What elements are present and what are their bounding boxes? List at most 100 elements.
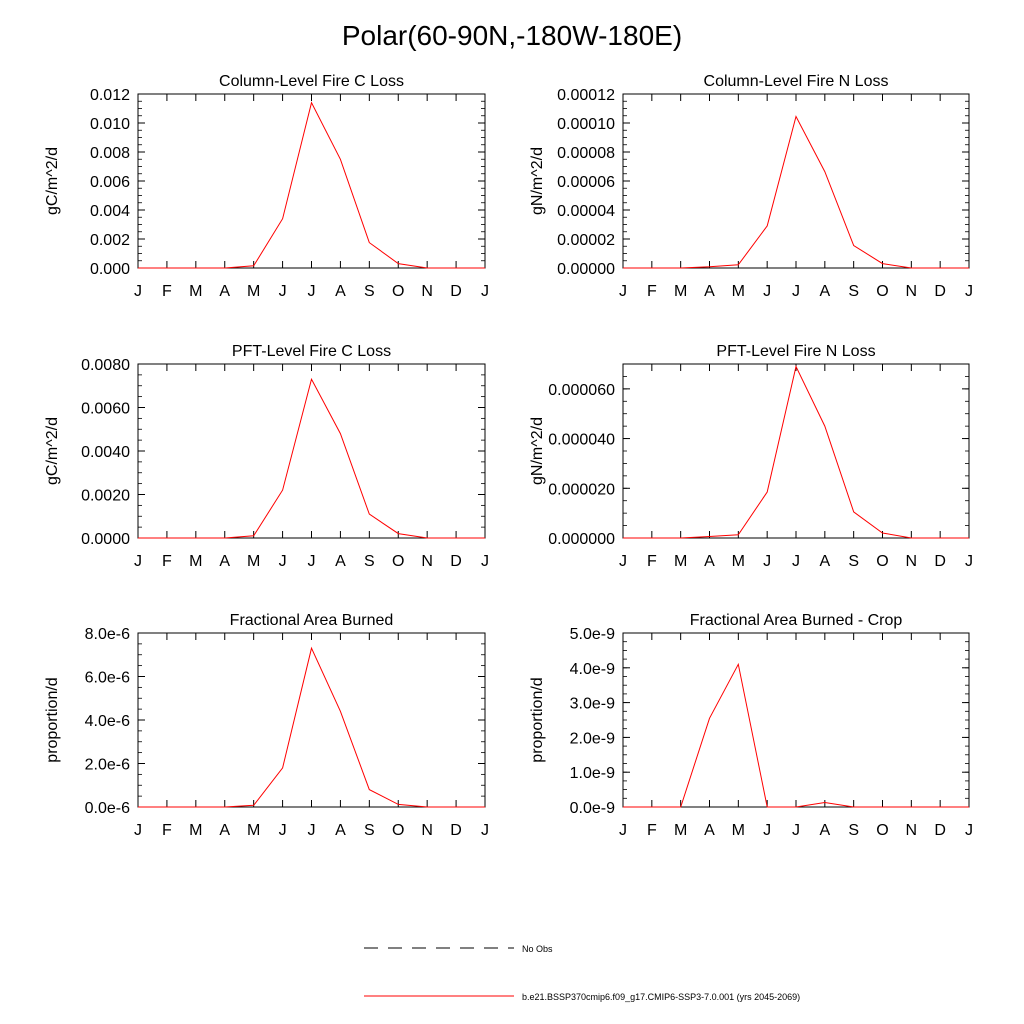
chart-panel-3: PFT-Level Fire C Loss gC/m^2/d 0.0000 0.002… — [44, 343, 489, 570]
x-tick-label: M — [189, 283, 202, 300]
y-tick-label: 0.0e-6 — [85, 800, 130, 817]
x-tick-label: M — [247, 283, 260, 300]
y-tick-label: 4.0e-6 — [85, 713, 130, 730]
y-tick-label: 0.00010 — [557, 116, 615, 133]
chart-panel-6: Fractional Area Burned - Crop proportion/… — [529, 612, 973, 839]
x-tick-label: M — [247, 822, 260, 839]
y-tick-label: 0.0020 — [81, 488, 130, 505]
y-tick-label: 1.0e-9 — [570, 765, 615, 782]
x-tick-label: J — [965, 283, 973, 300]
x-tick-label: N — [906, 283, 918, 300]
series-line-1 — [623, 115, 969, 269]
y-axis-label: gC/m^2/d — [44, 417, 61, 485]
plot-frame — [622, 93, 970, 269]
x-tick-label: O — [392, 553, 404, 570]
x-tick-label: J — [279, 283, 287, 300]
y-axis-label: gC/m^2/d — [44, 147, 61, 215]
x-tick-label: A — [704, 822, 715, 839]
series-line-1 — [138, 377, 485, 539]
x-tick-label: F — [162, 553, 172, 570]
x-tick-label: J — [619, 822, 627, 839]
y-tick-label: 4.0e-9 — [570, 661, 615, 678]
x-tick-label: J — [134, 553, 142, 570]
x-tick-label: A — [704, 283, 715, 300]
x-tick-label: J — [763, 283, 771, 300]
chart-panel-2: Column-Level Fire N Loss gN/m^2/d 0.00000 0… — [529, 73, 973, 300]
y-axis-label: proportion/d — [529, 677, 546, 762]
x-tick-label: J — [763, 553, 771, 570]
chart-title: PFT-Level Fire C Loss — [232, 343, 391, 360]
x-tick-label: J — [279, 822, 287, 839]
y-axis-label: gN/m^2/d — [529, 417, 546, 485]
x-tick-label: J — [792, 283, 800, 300]
y-tick-label: 0.0e-9 — [570, 800, 615, 817]
x-tick-label: A — [219, 283, 230, 300]
y-tick-label: 0.000000 — [548, 531, 615, 548]
y-tick-label: 0.002 — [90, 232, 130, 249]
x-tick-label: D — [934, 553, 946, 570]
x-tick-label: J — [965, 553, 973, 570]
x-tick-label: J — [279, 553, 287, 570]
x-tick-label: J — [965, 822, 973, 839]
x-tick-label: M — [674, 822, 687, 839]
x-tick-label: J — [308, 283, 316, 300]
x-tick-label: O — [392, 283, 404, 300]
chart-title: Column-Level Fire C Loss — [219, 73, 404, 90]
y-tick-label: 0.00000 — [557, 261, 615, 278]
x-tick-label: M — [674, 283, 687, 300]
x-tick-label: F — [162, 283, 172, 300]
chart-title: PFT-Level Fire N Loss — [716, 343, 875, 360]
chart-panel-5: Fractional Area Burned proportion/d 0.0e-6… — [44, 612, 489, 839]
x-tick-label: A — [704, 553, 715, 570]
x-tick-label: M — [732, 822, 745, 839]
y-tick-label: 0.0060 — [81, 401, 130, 418]
y-tick-label: 0.012 — [90, 87, 130, 104]
x-tick-label: M — [674, 553, 687, 570]
y-tick-label: 0.00006 — [557, 174, 615, 191]
x-tick-label: M — [732, 553, 745, 570]
x-tick-label: N — [421, 283, 433, 300]
x-tick-label: D — [934, 283, 946, 300]
x-tick-label: M — [189, 822, 202, 839]
x-tick-label: S — [364, 283, 375, 300]
chart-panel-1: Column-Level Fire C Loss gC/m^2/d 0.000 0.0… — [44, 73, 489, 300]
x-tick-label: J — [481, 553, 489, 570]
plot-frame — [622, 363, 970, 539]
chart-title: Column-Level Fire N Loss — [704, 73, 889, 90]
y-tick-label: 0.00004 — [557, 203, 615, 220]
plot-frame — [137, 93, 486, 269]
x-tick-label: J — [481, 822, 489, 839]
x-tick-label: N — [421, 553, 433, 570]
x-tick-label: A — [219, 822, 230, 839]
x-tick-label: D — [450, 822, 462, 839]
x-tick-label: D — [934, 822, 946, 839]
x-tick-label: N — [906, 553, 918, 570]
y-tick-label: 0.006 — [90, 174, 130, 191]
x-tick-label: A — [335, 822, 346, 839]
x-tick-label: A — [819, 283, 830, 300]
x-tick-label: M — [189, 553, 202, 570]
x-tick-label: J — [308, 822, 316, 839]
x-tick-label: J — [481, 283, 489, 300]
y-tick-label: 0.000040 — [548, 432, 615, 449]
y-axis-label: gN/m^2/d — [529, 147, 546, 215]
plot-frame — [137, 363, 486, 539]
x-tick-label: J — [308, 553, 316, 570]
x-tick-label: N — [421, 822, 433, 839]
y-tick-label: 0.008 — [90, 145, 130, 162]
x-tick-label: O — [876, 822, 888, 839]
y-tick-label: 0.0000 — [81, 531, 130, 548]
y-axis-label: proportion/d — [44, 677, 61, 762]
x-tick-label: F — [162, 822, 172, 839]
x-tick-label: M — [732, 283, 745, 300]
chart-title: Fractional Area Burned - Crop — [690, 612, 903, 629]
y-tick-label: 0.0080 — [81, 357, 130, 374]
series-line-1 — [623, 662, 969, 808]
x-tick-label: A — [335, 283, 346, 300]
x-tick-label: O — [392, 822, 404, 839]
x-tick-label: S — [364, 553, 375, 570]
x-tick-label: J — [619, 283, 627, 300]
x-tick-label: S — [364, 822, 375, 839]
y-tick-label: 3.0e-9 — [570, 696, 615, 713]
